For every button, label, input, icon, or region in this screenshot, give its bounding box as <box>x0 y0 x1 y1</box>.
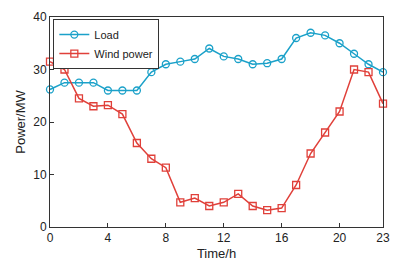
svg-text:12: 12 <box>217 231 231 245</box>
svg-text:Time/h: Time/h <box>197 246 236 261</box>
svg-text:Load: Load <box>94 29 118 41</box>
svg-text:8: 8 <box>162 231 169 245</box>
svg-text:40: 40 <box>33 10 47 24</box>
svg-text:23: 23 <box>376 231 390 245</box>
svg-text:Power/MW: Power/MW <box>13 89 28 153</box>
svg-text:30: 30 <box>33 63 47 77</box>
svg-text:20: 20 <box>333 231 347 245</box>
svg-text:20: 20 <box>33 115 47 129</box>
svg-text:16: 16 <box>275 231 289 245</box>
svg-text:0: 0 <box>47 231 54 245</box>
svg-text:Wind power: Wind power <box>94 48 152 60</box>
svg-text:4: 4 <box>105 231 112 245</box>
svg-text:0: 0 <box>40 220 47 234</box>
svg-text:10: 10 <box>33 168 47 182</box>
